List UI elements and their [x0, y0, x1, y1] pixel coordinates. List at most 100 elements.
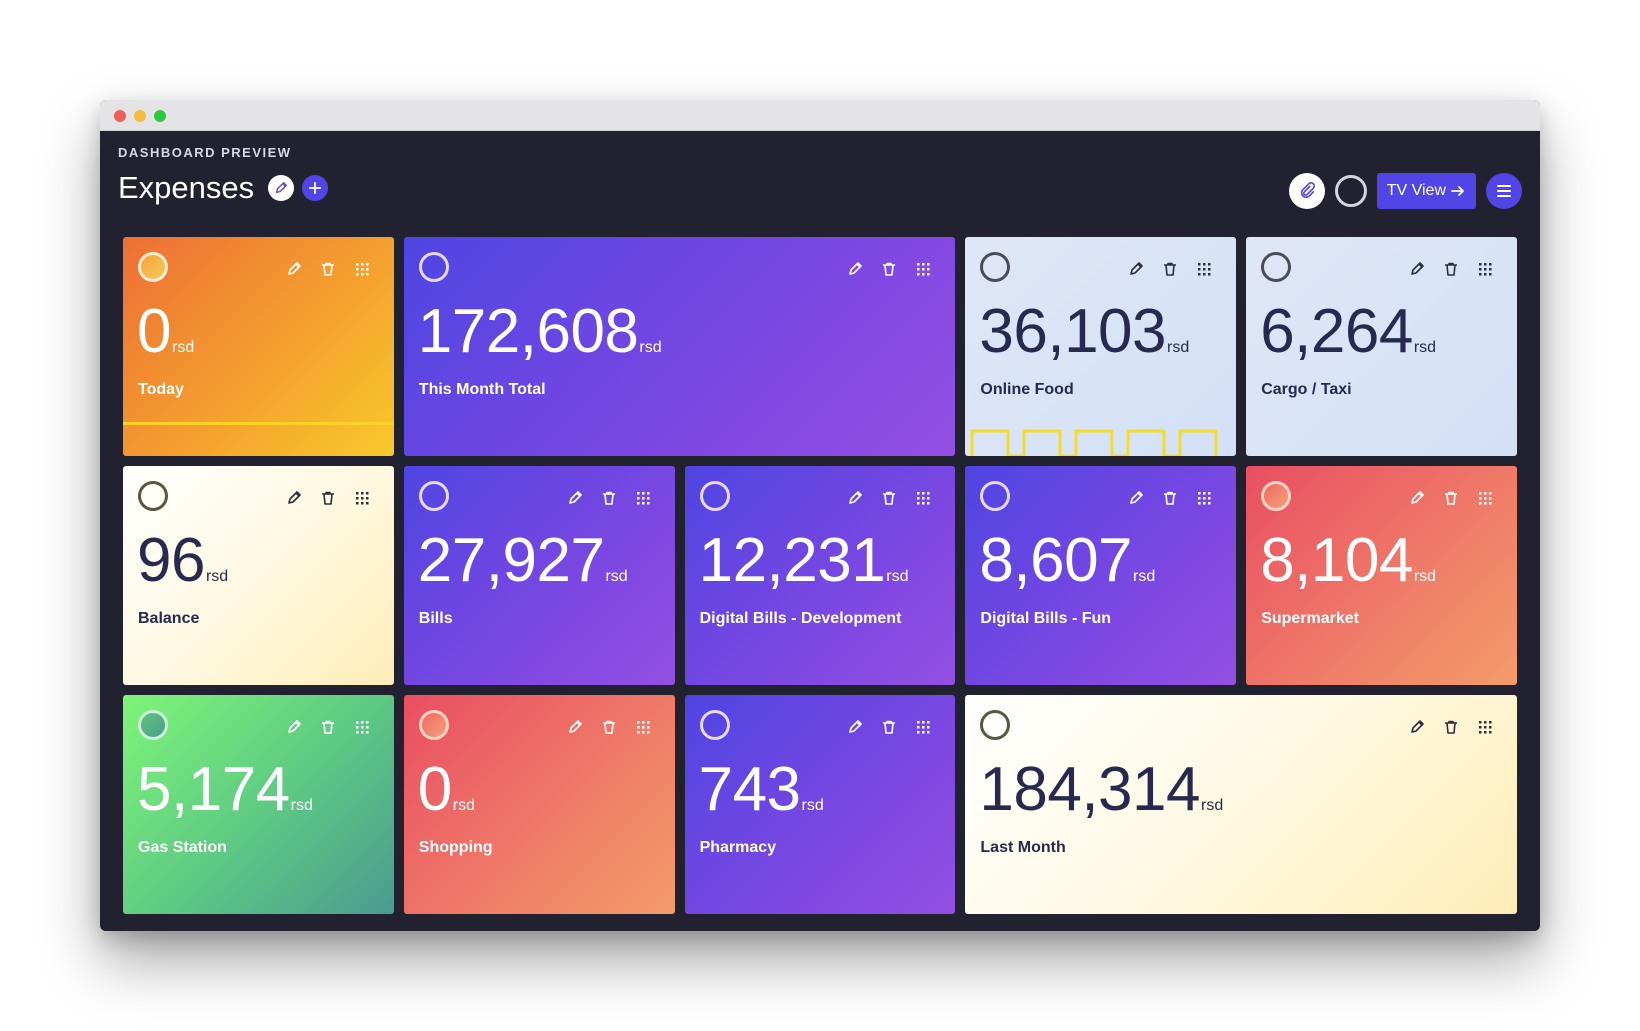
widget-card[interactable]: 8,607 rsd Digital Bills - Fun [965, 466, 1237, 685]
card-unit: rsd [801, 797, 824, 814]
card-label: Gas Station [138, 839, 227, 856]
edit-card-button[interactable] [284, 488, 304, 508]
maximize-window-button[interactable] [154, 110, 166, 122]
step-sparkline [970, 429, 1218, 456]
card-value: 8,607 [979, 526, 1133, 595]
card-toolbar [831, 488, 933, 508]
hamburger-icon [1497, 185, 1511, 197]
delete-card-button[interactable] [1441, 717, 1461, 737]
tv-view-button[interactable]: TV View [1376, 173, 1476, 209]
edit-card-button[interactable] [284, 717, 304, 737]
edit-card-button[interactable] [1407, 488, 1427, 508]
widget-card[interactable]: 12,231 rsd Digital Bills - Development [684, 466, 956, 685]
delete-card-button[interactable] [599, 488, 619, 508]
widget-card[interactable]: 27,927 rsd Bills [403, 466, 675, 685]
delete-card-button[interactable] [1441, 259, 1461, 279]
edit-card-button[interactable] [1126, 259, 1146, 279]
delete-card-button[interactable] [879, 488, 899, 508]
status-ring-icon [138, 481, 168, 511]
card-toolbar [270, 717, 372, 737]
delete-card-button[interactable] [879, 259, 899, 279]
delete-card-button[interactable] [318, 259, 338, 279]
card-unit: rsd [205, 568, 229, 585]
drag-handle-icon[interactable] [1194, 488, 1214, 508]
card-label: Balance [138, 610, 200, 627]
header-actions: TV View [1288, 173, 1522, 209]
widget-card[interactable]: 36,103 rsd Online Food [965, 237, 1237, 456]
drag-handle-icon[interactable] [633, 488, 653, 508]
widget-grid: 0 rsd Today 172,608 rsd This Month Total… [123, 237, 1517, 917]
theme-toggle-button[interactable] [1334, 175, 1367, 207]
edit-card-button[interactable] [565, 717, 585, 737]
edit-card-button[interactable] [845, 259, 865, 279]
card-toolbar [270, 259, 372, 279]
drag-handle-icon[interactable] [913, 717, 933, 737]
status-ring-icon [138, 710, 168, 740]
drag-handle-icon[interactable] [352, 488, 372, 508]
widget-card[interactable]: 5,174 rsd Gas Station [123, 695, 394, 914]
delete-card-button[interactable] [1441, 488, 1461, 508]
attach-button[interactable] [1288, 173, 1325, 209]
widget-card[interactable]: 184,314 rsd Last Month [965, 695, 1517, 914]
widget-card[interactable]: 743 rsd Pharmacy [684, 695, 956, 914]
card-label: Last Month [980, 839, 1066, 856]
minimize-window-button[interactable] [134, 110, 146, 122]
card-label: Cargo / Taxi [1261, 381, 1352, 398]
delete-card-button[interactable] [1160, 259, 1180, 279]
drag-handle-icon[interactable] [913, 488, 933, 508]
card-toolbar [1393, 717, 1495, 737]
card-label: Today [138, 381, 184, 398]
drag-handle-icon[interactable] [1475, 717, 1495, 737]
edit-card-button[interactable] [845, 717, 865, 737]
edit-card-button[interactable] [1407, 259, 1427, 279]
delete-card-button[interactable] [318, 717, 338, 737]
status-ring-icon [1261, 481, 1292, 511]
status-ring-icon [138, 252, 168, 282]
card-unit: rsd [886, 568, 909, 585]
delete-card-button[interactable] [879, 717, 899, 737]
delete-card-button[interactable] [318, 488, 338, 508]
status-ring-icon [980, 481, 1011, 511]
status-ring-icon [1261, 252, 1292, 282]
widget-card[interactable]: 96 rsd Balance [123, 466, 394, 685]
drag-handle-icon[interactable] [352, 717, 372, 737]
status-ring-icon [980, 710, 1011, 740]
card-unit: rsd [605, 568, 628, 585]
drag-handle-icon[interactable] [1194, 259, 1214, 279]
card-value: 0 [137, 297, 171, 366]
menu-button[interactable] [1486, 173, 1522, 209]
delete-card-button[interactable] [1160, 488, 1180, 508]
drag-handle-icon[interactable] [633, 717, 653, 737]
add-widget-button[interactable] [302, 175, 329, 201]
card-value: 12,231 [698, 526, 886, 595]
edit-card-button[interactable] [565, 488, 585, 508]
card-label: This Month Total [418, 381, 546, 398]
close-window-button[interactable] [114, 110, 126, 122]
arrow-right-icon [1451, 186, 1464, 196]
drag-handle-icon[interactable] [913, 259, 933, 279]
status-ring-icon [418, 252, 449, 282]
widget-card[interactable]: 0 rsd Today [123, 237, 394, 456]
drag-handle-icon[interactable] [352, 259, 372, 279]
card-value: 6,264 [1260, 297, 1413, 366]
widget-card[interactable]: 6,264 rsd Cargo / Taxi [1246, 237, 1517, 456]
drag-handle-icon[interactable] [1475, 488, 1495, 508]
dashboard-header: DASHBOARD PREVIEW Expenses TV View [118, 145, 1522, 225]
edit-card-button[interactable] [284, 259, 304, 279]
card-value: 27,927 [417, 526, 605, 595]
drag-handle-icon[interactable] [1475, 259, 1495, 279]
card-label: Shopping [418, 839, 493, 856]
edit-card-button[interactable] [1407, 717, 1427, 737]
edit-card-button[interactable] [1126, 488, 1146, 508]
card-toolbar [551, 717, 653, 737]
card-unit: rsd [452, 797, 476, 814]
widget-card[interactable]: 8,104 rsd Supermarket [1246, 466, 1517, 685]
edit-dashboard-button[interactable] [268, 175, 295, 201]
card-unit: rsd [171, 339, 195, 356]
card-value: 184,314 [979, 755, 1201, 824]
edit-card-button[interactable] [845, 488, 865, 508]
status-ring-icon [418, 481, 449, 511]
delete-card-button[interactable] [599, 717, 619, 737]
widget-card[interactable]: 172,608 rsd This Month Total [403, 237, 956, 456]
widget-card[interactable]: 0 rsd Shopping [403, 695, 675, 914]
